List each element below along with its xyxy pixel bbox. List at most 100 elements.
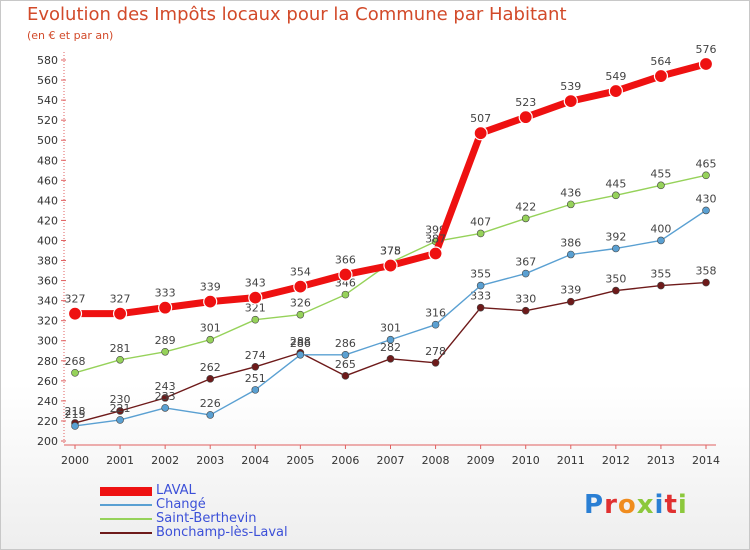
data-label-change: 286 bbox=[335, 337, 356, 350]
data-point-change bbox=[702, 206, 710, 215]
data-label-change: 251 bbox=[245, 372, 266, 385]
data-label-laval: 354 bbox=[290, 266, 311, 279]
y-tick-label: 220 bbox=[37, 415, 58, 428]
data-point-change bbox=[521, 269, 530, 278]
legend-item-laval: LAVAL bbox=[100, 484, 288, 498]
data-point-laval bbox=[473, 126, 488, 141]
data-point-saint-berthevin bbox=[521, 214, 530, 223]
y-tick-label: 520 bbox=[37, 114, 58, 127]
data-point-change bbox=[341, 350, 350, 359]
legend-swatch-change bbox=[100, 504, 152, 506]
data-point-change bbox=[566, 250, 575, 259]
logo-letter: x bbox=[636, 490, 655, 520]
data-point-laval bbox=[518, 110, 533, 125]
logo-letter: i bbox=[654, 490, 665, 520]
data-point-change bbox=[71, 422, 79, 430]
data-label-change: 367 bbox=[515, 256, 536, 269]
y-tick-label: 440 bbox=[37, 194, 58, 207]
logo-letter: P bbox=[584, 490, 605, 520]
x-tick-label: 2000 bbox=[61, 454, 89, 467]
data-point-laval bbox=[248, 290, 263, 305]
data-label-bonchamp-les-laval: 282 bbox=[380, 341, 401, 354]
data-label-laval: 339 bbox=[200, 281, 221, 294]
data-label-laval: 539 bbox=[560, 80, 581, 93]
y-tick-label: 420 bbox=[37, 214, 58, 227]
data-label-change: 355 bbox=[470, 268, 491, 281]
data-label-saint-berthevin: 422 bbox=[515, 200, 536, 213]
data-point-saint-berthevin bbox=[116, 355, 124, 364]
data-point-bonchamp-les-laval bbox=[251, 363, 260, 371]
x-tick-label: 2003 bbox=[196, 454, 224, 467]
data-point-saint-berthevin bbox=[71, 369, 79, 377]
data-label-saint-berthevin: 281 bbox=[110, 342, 131, 355]
legend-item-saint-berthevin: Saint-Berthevin bbox=[100, 512, 288, 526]
data-point-change bbox=[206, 411, 215, 419]
data-point-saint-berthevin bbox=[566, 200, 575, 209]
data-point-bonchamp-les-laval bbox=[431, 358, 440, 367]
y-tick-label: 400 bbox=[37, 234, 58, 247]
logo-letter: i bbox=[677, 490, 688, 520]
x-tick-label: 2008 bbox=[422, 454, 450, 467]
data-label-saint-berthevin: 326 bbox=[290, 297, 311, 310]
x-tick-label: 2004 bbox=[241, 454, 269, 467]
data-label-laval: 576 bbox=[696, 43, 717, 56]
data-label-change: 301 bbox=[380, 322, 401, 335]
x-tick-label: 2014 bbox=[692, 454, 720, 467]
y-tick-label: 360 bbox=[37, 275, 58, 288]
data-label-change: 221 bbox=[110, 402, 131, 415]
data-label-change: 386 bbox=[560, 237, 581, 250]
data-point-bonchamp-les-laval bbox=[702, 278, 710, 287]
data-label-change: 286 bbox=[290, 337, 311, 350]
y-tick-label: 480 bbox=[37, 154, 58, 167]
data-point-saint-berthevin bbox=[296, 310, 305, 319]
data-label-laval: 327 bbox=[110, 293, 131, 306]
data-label-laval: 507 bbox=[470, 112, 491, 125]
data-point-bonchamp-les-laval bbox=[116, 407, 124, 415]
chart-legend: LAVAL Changé Saint-Berthevin Bonchamp-lè… bbox=[100, 484, 288, 540]
data-label-bonchamp-les-laval: 278 bbox=[425, 345, 446, 358]
data-point-bonchamp-les-laval bbox=[206, 375, 215, 383]
y-tick-label: 300 bbox=[37, 335, 58, 348]
data-point-saint-berthevin bbox=[657, 181, 665, 190]
x-tick-label: 2005 bbox=[286, 454, 314, 467]
data-label-saint-berthevin: 346 bbox=[335, 277, 356, 290]
x-tick-label: 2006 bbox=[331, 454, 359, 467]
data-label-change: 233 bbox=[155, 390, 176, 403]
logo-letter: o bbox=[617, 490, 637, 520]
data-label-saint-berthevin: 455 bbox=[650, 167, 671, 180]
data-label-change: 392 bbox=[605, 230, 626, 243]
data-label-laval: 333 bbox=[155, 287, 176, 300]
data-label-saint-berthevin: 321 bbox=[245, 302, 266, 315]
y-tick-label: 240 bbox=[37, 395, 58, 408]
data-label-laval: 387 bbox=[425, 233, 446, 246]
y-tick-label: 260 bbox=[37, 375, 58, 388]
data-point-bonchamp-les-laval bbox=[657, 281, 665, 290]
data-label-laval: 523 bbox=[515, 96, 536, 109]
data-point-laval bbox=[383, 258, 398, 273]
data-point-bonchamp-les-laval bbox=[341, 372, 350, 380]
data-point-laval bbox=[67, 306, 83, 321]
data-point-change bbox=[612, 244, 620, 253]
data-label-change: 316 bbox=[425, 307, 446, 320]
data-point-saint-berthevin bbox=[161, 347, 169, 356]
y-tick-label: 320 bbox=[37, 315, 58, 328]
data-point-laval bbox=[338, 267, 353, 282]
x-tick-label: 2012 bbox=[602, 454, 630, 467]
data-label-bonchamp-les-laval: 339 bbox=[560, 284, 581, 297]
data-label-bonchamp-les-laval: 243 bbox=[155, 380, 176, 393]
data-point-laval bbox=[653, 68, 669, 84]
data-label-bonchamp-les-laval: 350 bbox=[605, 273, 626, 286]
y-tick-label: 340 bbox=[37, 295, 58, 308]
data-point-change bbox=[161, 404, 169, 412]
data-label-change: 215 bbox=[65, 408, 86, 421]
logo-letter: t bbox=[664, 490, 678, 520]
data-label-bonchamp-les-laval: 333 bbox=[470, 290, 491, 303]
y-tick-label: 560 bbox=[37, 74, 58, 87]
y-tick-label: 540 bbox=[37, 94, 58, 107]
data-point-bonchamp-les-laval bbox=[566, 297, 575, 306]
logo-letter: r bbox=[604, 490, 618, 520]
data-point-laval bbox=[608, 83, 623, 99]
legend-swatch-saint-berthevin bbox=[100, 518, 152, 520]
x-tick-label: 2007 bbox=[377, 454, 405, 467]
legend-label-laval: LAVAL bbox=[156, 483, 196, 498]
